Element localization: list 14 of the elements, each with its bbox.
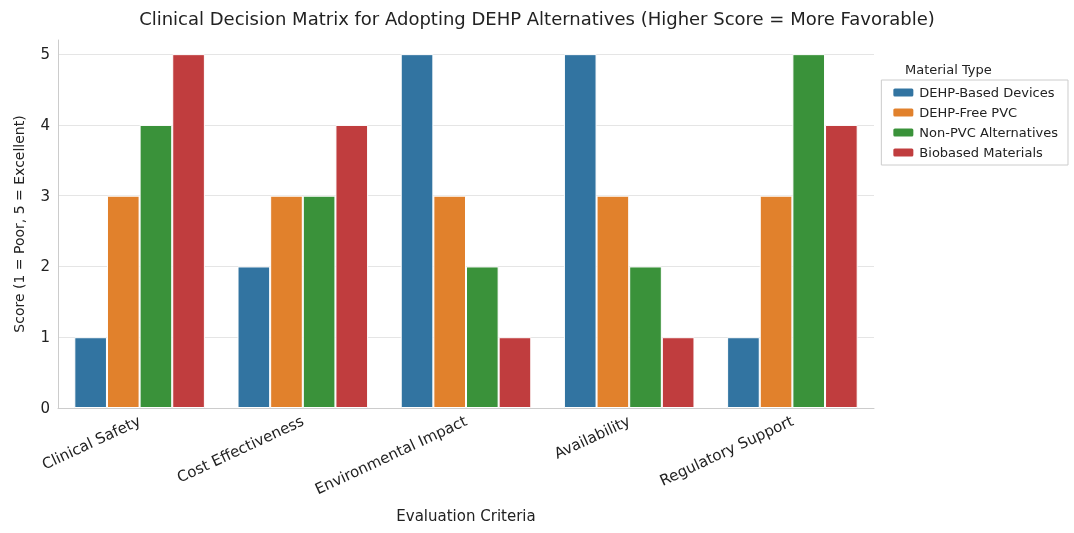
legend-label: Biobased Materials (919, 145, 1044, 160)
x-axis-title: Evaluation Criteria (396, 506, 536, 525)
y-tick-label: 0 (40, 399, 50, 417)
legend-title: Material Type (905, 62, 992, 77)
y-tick-label: 4 (40, 115, 50, 134)
legend-label: DEHP-Based Devices (919, 85, 1055, 100)
y-tick-label: 2 (40, 257, 50, 276)
y-tick-label: 3 (40, 186, 50, 205)
legend-label: DEHP-Free PVC (919, 105, 1018, 120)
y-tick-label: 1 (40, 328, 50, 347)
y-axis-title: Score (1 = Poor, 5 = Excellent) (11, 115, 27, 333)
legend-label: Non-PVC Alternatives (919, 125, 1059, 140)
y-tick-label: 5 (40, 45, 50, 64)
chart-title: Clinical Decision Matrix for Adopting DEHP Alternatives (Higher Score = More Favorable) (139, 7, 935, 29)
